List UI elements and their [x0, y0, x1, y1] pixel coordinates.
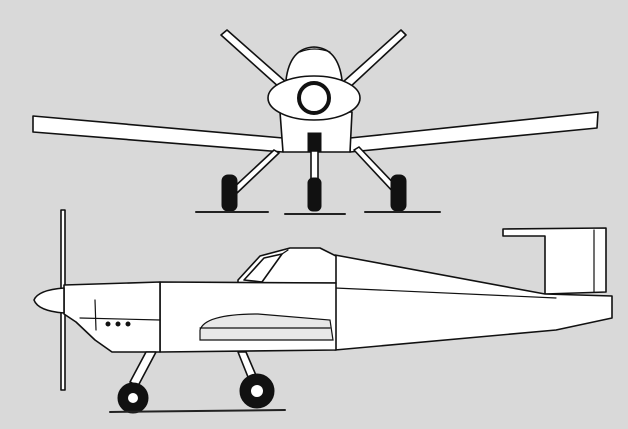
side-view-exhaust-1 — [105, 321, 111, 327]
side-view-main-wheel-hub — [251, 385, 263, 397]
side-view-spinner — [33, 287, 65, 314]
front-view-center-gear-leg — [310, 150, 319, 181]
side-view-cowl-line-2 — [94, 299, 97, 331]
side-view-nose-wheel-hub — [128, 393, 138, 403]
side-view — [33, 209, 613, 414]
side-view-rear-fuselage-line — [334, 287, 557, 299]
front-view-right-strut — [342, 29, 407, 89]
side-view-cowling — [63, 281, 161, 353]
front-view-left-wheel — [221, 174, 238, 212]
side-view-ground — [109, 409, 286, 413]
front-view-right-wheel — [390, 174, 407, 212]
side-view-cowl-line — [79, 317, 161, 321]
front-view-left-wing — [32, 115, 284, 153]
front-view-center-wheel — [307, 177, 322, 212]
side-view-exhaust-3 — [125, 321, 131, 327]
side-view-tail-fin — [502, 227, 607, 295]
front-view-canopy-frame — [299, 48, 331, 53]
front-view-left-strut — [220, 29, 287, 89]
front-view-canopy — [285, 46, 343, 81]
side-view-nose-gear-leg — [129, 351, 157, 387]
front-view-spinner-center — [305, 89, 323, 107]
side-view-canopy-frame — [281, 249, 289, 255]
side-view-wing — [199, 313, 334, 341]
front-view-center-gear-fairing — [307, 132, 322, 152]
front-view-right-wing — [349, 111, 599, 153]
front-view-left-gear-leg — [230, 149, 280, 195]
front-view-spinner-ring — [297, 81, 331, 115]
front-view — [32, 29, 599, 215]
side-view-exhaust-2 — [115, 321, 121, 327]
